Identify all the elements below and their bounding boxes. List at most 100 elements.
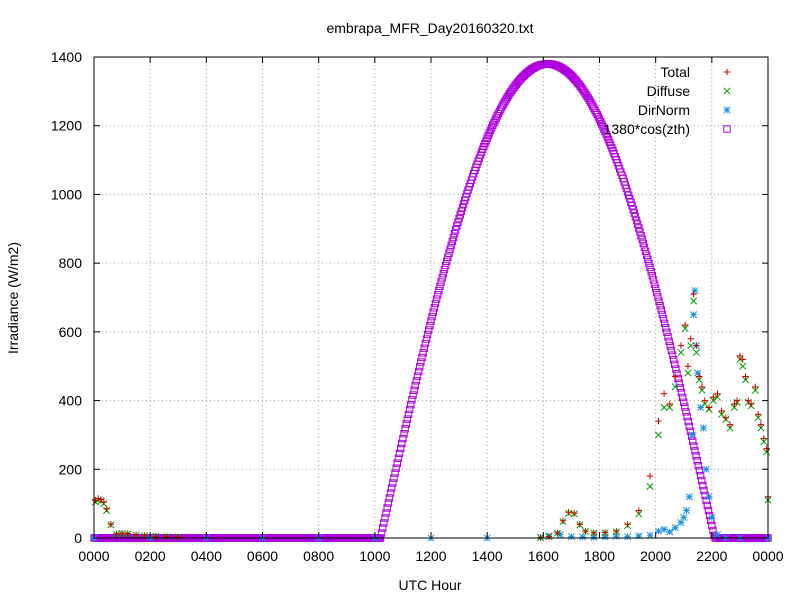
data-point	[736, 352, 744, 360]
data-point	[666, 342, 674, 350]
data-point	[453, 222, 461, 230]
data-point	[640, 243, 649, 252]
data-point	[423, 330, 432, 339]
data-point	[677, 388, 686, 397]
data-point	[394, 454, 403, 462]
data-point	[554, 529, 561, 537]
data-point	[695, 373, 703, 380]
data-point	[702, 465, 710, 473]
data-point	[752, 383, 759, 391]
data-point	[600, 125, 608, 133]
data-point	[448, 237, 457, 246]
data-point	[644, 255, 652, 264]
x-tick-label: 1800	[584, 548, 615, 564]
data-point	[687, 342, 695, 350]
data-point	[646, 263, 654, 272]
data-point	[396, 444, 405, 453]
data-point	[699, 424, 707, 432]
x-tick-labels: 0000 0200 0400 0600 0800 1000 1200 1400 1600 1800…	[78, 548, 783, 564]
data-point	[655, 417, 662, 425]
data-point	[386, 489, 395, 497]
data-point	[760, 435, 767, 442]
data-point	[441, 261, 450, 270]
data-point	[599, 122, 607, 131]
data-point	[582, 527, 589, 535]
data-point	[579, 533, 587, 541]
data-point	[393, 459, 402, 467]
data-point	[434, 291, 442, 299]
data-point	[387, 484, 396, 492]
data-point	[402, 420, 410, 428]
data-point	[704, 506, 713, 515]
data-point	[596, 117, 605, 126]
data-point	[633, 220, 642, 228]
data-point	[730, 403, 738, 411]
data-point	[678, 393, 687, 402]
data-point	[726, 424, 734, 432]
data-point	[382, 509, 390, 517]
data-point	[418, 353, 426, 362]
data-point	[601, 529, 609, 536]
data-point	[747, 400, 755, 408]
data-point	[175, 533, 182, 541]
data-point	[435, 286, 443, 295]
data-point	[400, 430, 408, 438]
data-point	[113, 530, 120, 538]
data-point	[654, 527, 663, 535]
x-tick-label: 1600	[528, 548, 559, 564]
data-point	[380, 519, 388, 527]
data-point	[666, 403, 674, 411]
data-point	[421, 339, 430, 348]
data-point	[646, 472, 654, 480]
data-point	[698, 383, 706, 391]
data-point	[636, 228, 644, 236]
x-tick-label: 2000	[640, 548, 671, 564]
data-point	[754, 414, 762, 422]
data-point	[663, 328, 671, 336]
data-point	[635, 532, 643, 540]
data-point	[416, 363, 424, 371]
data-point	[688, 431, 696, 439]
data-point	[381, 514, 389, 522]
data-point	[612, 532, 620, 540]
x-tick-label: 1000	[359, 548, 390, 564]
data-point	[565, 509, 572, 516]
legend-label: DirNorm	[638, 102, 690, 118]
data-point	[545, 533, 553, 540]
data-point	[409, 391, 417, 399]
data-point	[705, 404, 713, 411]
data-point	[489, 121, 497, 130]
data-point	[377, 529, 386, 537]
data-point	[432, 295, 441, 303]
data-point	[103, 505, 110, 512]
data-point	[637, 231, 645, 240]
data-point	[677, 348, 685, 357]
data-point	[635, 224, 643, 232]
data-point	[624, 521, 631, 528]
data-point	[595, 115, 604, 124]
data-point	[718, 410, 726, 418]
data-point	[383, 504, 391, 512]
data-point	[696, 471, 705, 480]
data-point	[677, 342, 685, 349]
data-point	[675, 379, 683, 387]
data-point	[680, 513, 688, 521]
data-point	[650, 280, 659, 288]
data-point	[666, 528, 674, 536]
legend: Total Diffuse DirNorm 1380*cos(zth)	[604, 64, 731, 137]
data-point	[682, 408, 690, 416]
series-1	[91, 297, 772, 542]
y-tick-label: 1200	[51, 118, 82, 134]
legend-marker	[723, 87, 731, 95]
y-tick-label: 400	[59, 393, 83, 409]
data-point	[733, 397, 741, 404]
data-point	[742, 373, 749, 380]
data-point	[601, 127, 609, 136]
data-point	[666, 400, 673, 408]
data-point	[483, 134, 491, 142]
data-point	[594, 113, 603, 121]
data-point	[430, 304, 439, 312]
data-point	[411, 381, 419, 390]
data-point	[757, 421, 765, 428]
data-point	[443, 257, 451, 266]
